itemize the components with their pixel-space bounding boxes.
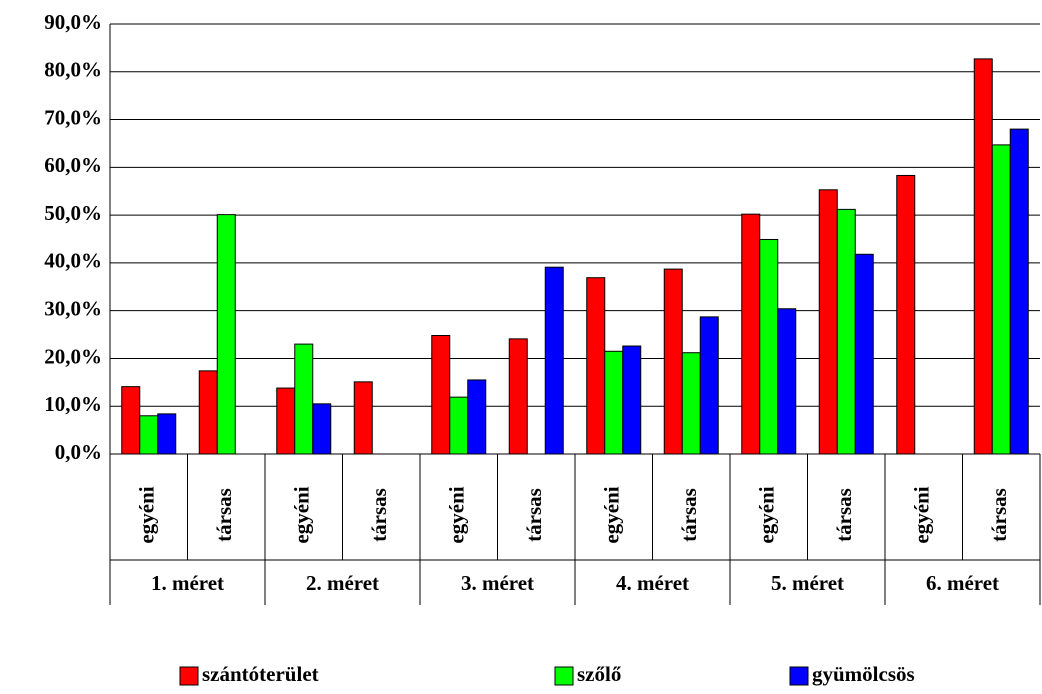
group-label: 4. méret [616,571,689,595]
bar [294,343,314,455]
y-tick-label: 90,0% [44,10,102,34]
legend-swatch [554,666,574,686]
group-label: 2. méret [306,571,379,595]
legend-label: szőlő [577,662,621,686]
bar [449,396,469,455]
legend-label: gyümölcsös [812,662,915,686]
bar [854,253,874,455]
legend-swatch [179,666,199,686]
bar [431,335,451,455]
x-tick-label: társas [677,488,701,542]
x-tick-label: társas [212,488,236,542]
x-tick-label: egyéni [290,486,314,543]
bar [777,308,797,455]
x-tick-label: társas [367,488,391,542]
x-tick-label: társas [522,488,546,542]
bar [312,403,332,455]
bar [973,58,993,455]
x-tick-label: társas [832,488,856,542]
y-tick-label: 30,0% [44,296,102,320]
y-tick-label: 20,0% [44,344,102,368]
bar [622,345,642,455]
bar [699,316,719,455]
bar [139,415,159,455]
bar [586,277,606,455]
x-tick-label: egyéni [445,486,469,543]
bar [759,238,779,455]
bar [604,350,624,455]
bar [818,189,838,455]
bar [681,352,701,455]
x-tick-label: egyéni [135,486,159,543]
bar [467,379,487,455]
legend-label: szántóterület [202,662,319,686]
y-tick-label: 10,0% [44,392,102,416]
group-label: 3. méret [461,571,534,595]
bar [121,386,141,455]
bar [157,413,177,455]
x-tick-label: egyéni [755,486,779,543]
bar [508,338,528,455]
bar [353,381,373,455]
y-tick-label: 50,0% [44,201,102,225]
bar [216,214,236,455]
legend-swatch [789,666,809,686]
x-tick-label: egyéni [910,486,934,543]
bar [1009,128,1029,455]
y-tick-label: 0,0% [55,440,102,464]
group-label: 6. méret [926,571,999,595]
x-tick-label: egyéni [600,486,624,543]
bar [198,370,218,455]
bar [663,268,683,455]
bar [544,266,564,455]
group-label: 1. méret [151,571,224,595]
x-tick-label: társas [987,488,1011,542]
bar [896,174,916,455]
y-tick-label: 60,0% [44,153,102,177]
bar [276,387,296,455]
y-tick-label: 80,0% [44,58,102,82]
bar [836,208,856,455]
bar [741,213,761,455]
y-tick-label: 70,0% [44,105,102,129]
bar [991,144,1011,455]
y-tick-label: 40,0% [44,249,102,273]
group-label: 5. méret [771,571,844,595]
